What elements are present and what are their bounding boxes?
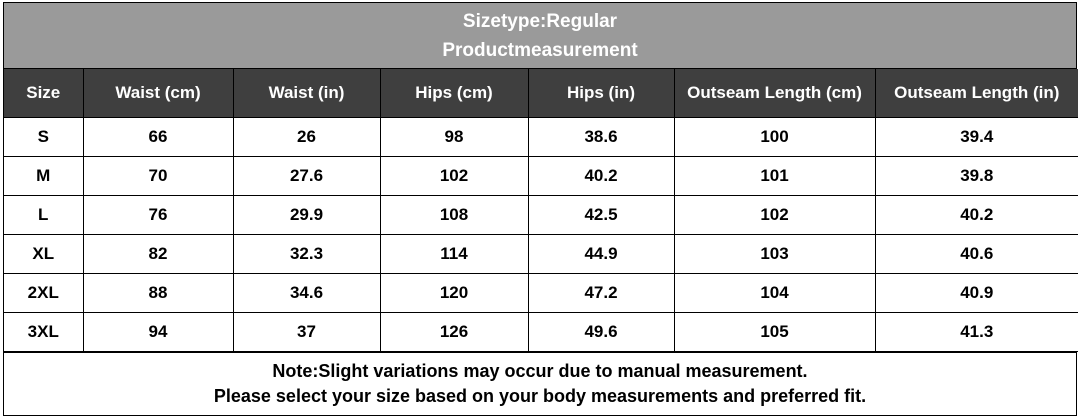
- size-chart: Sizetype:Regular Productmeasurement Size…: [3, 2, 1078, 416]
- cell-waist-cm: 94: [82, 312, 234, 352]
- table-row: XL 82 32.3 114 44.9 103 40.6: [4, 234, 1078, 274]
- cell-outseam-in: 40.6: [874, 234, 1078, 274]
- table-row: 2XL 88 34.6 120 47.2 104 40.9: [4, 273, 1078, 313]
- note-line-select-size: Please select your size based on your bo…: [213, 386, 867, 406]
- cell-hips-cm: 126: [379, 312, 529, 352]
- cell-hips-in: 42.5: [527, 195, 675, 235]
- header-hips-cm: Hips (cm): [379, 69, 529, 118]
- cell-size: S: [4, 117, 84, 157]
- cell-outseam-cm: 105: [673, 312, 876, 352]
- cell-waist-in: 32.3: [232, 234, 381, 274]
- note-block: Note:Slight variations may occur due to …: [4, 352, 1076, 415]
- cell-size: 2XL: [4, 273, 84, 313]
- header-outseam-in: Outseam Length (in): [874, 69, 1078, 118]
- cell-hips-in: 47.2: [527, 273, 675, 313]
- cell-outseam-cm: 104: [673, 273, 876, 313]
- cell-hips-in: 49.6: [527, 312, 675, 352]
- cell-waist-in: 29.9: [232, 195, 381, 235]
- cell-hips-in: 44.9: [527, 234, 675, 274]
- size-table: Size Waist (cm) Waist (in) Hips (cm) Hip…: [4, 69, 1078, 352]
- cell-outseam-in: 41.3: [874, 312, 1078, 352]
- table-row: 3XL 94 37 126 49.6 105 41.3: [4, 312, 1078, 352]
- cell-hips-cm: 102: [379, 156, 529, 196]
- cell-hips-cm: 114: [379, 234, 529, 274]
- size-type-title: Sizetype:Regular: [462, 10, 618, 32]
- cell-outseam-in: 40.2: [874, 195, 1078, 235]
- cell-waist-cm: 88: [82, 273, 234, 313]
- header-row: Size Waist (cm) Waist (in) Hips (cm) Hip…: [4, 69, 1078, 118]
- cell-waist-cm: 76: [82, 195, 234, 235]
- cell-waist-in: 37: [232, 312, 381, 352]
- cell-size: XL: [4, 234, 84, 274]
- cell-waist-in: 34.6: [232, 273, 381, 313]
- table-row: M 70 27.6 102 40.2 101 39.8: [4, 156, 1078, 196]
- cell-size: 3XL: [4, 312, 84, 352]
- cell-outseam-in: 39.4: [874, 117, 1078, 157]
- cell-outseam-cm: 103: [673, 234, 876, 274]
- cell-hips-cm: 108: [379, 195, 529, 235]
- cell-outseam-in: 40.9: [874, 273, 1078, 313]
- header-waist-cm: Waist (cm): [82, 69, 234, 118]
- cell-waist-cm: 66: [82, 117, 234, 157]
- header-size: Size: [4, 69, 84, 118]
- cell-hips-cm: 98: [379, 117, 529, 157]
- measurement-title: Productmeasurement: [442, 39, 638, 61]
- cell-waist-cm: 70: [82, 156, 234, 196]
- cell-waist-in: 27.6: [232, 156, 381, 196]
- table-row: L 76 29.9 108 42.5 102 40.2: [4, 195, 1078, 235]
- header-hips-in: Hips (in): [527, 69, 675, 118]
- cell-size: M: [4, 156, 84, 196]
- cell-waist-cm: 82: [82, 234, 234, 274]
- cell-hips-in: 38.6: [527, 117, 675, 157]
- note-line-variations: Note:Slight variations may occur due to …: [272, 361, 808, 381]
- cell-outseam-cm: 102: [673, 195, 876, 235]
- header-waist-in: Waist (in): [232, 69, 381, 118]
- title-banner: Sizetype:Regular Productmeasurement: [4, 3, 1076, 69]
- cell-hips-cm: 120: [379, 273, 529, 313]
- cell-outseam-cm: 100: [673, 117, 876, 157]
- table-row: S 66 26 98 38.6 100 39.4: [4, 117, 1078, 157]
- cell-waist-in: 26: [232, 117, 381, 157]
- cell-size: L: [4, 195, 84, 235]
- cell-outseam-cm: 101: [673, 156, 876, 196]
- header-outseam-cm: Outseam Length (cm): [673, 69, 876, 118]
- cell-outseam-in: 39.8: [874, 156, 1078, 196]
- cell-hips-in: 40.2: [527, 156, 675, 196]
